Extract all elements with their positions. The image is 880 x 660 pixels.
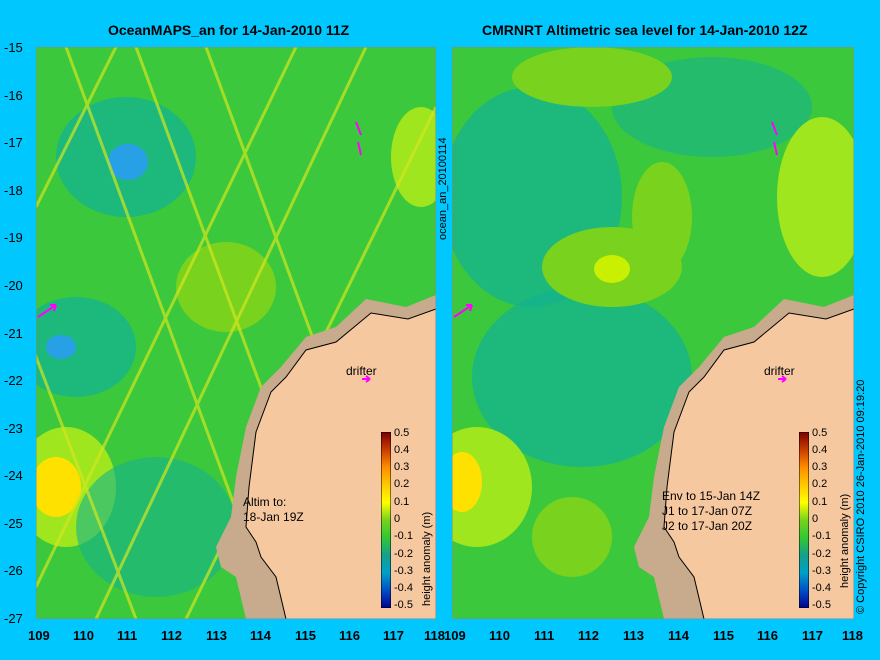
colorbar-tick: -0.4 bbox=[394, 582, 413, 594]
drifter-arrows bbox=[453, 121, 787, 383]
x-tick: 111 bbox=[117, 628, 138, 643]
x-tick: 117 bbox=[802, 628, 823, 643]
colorbar-tick: 0.4 bbox=[394, 444, 410, 456]
altim-annotation: Altim to: 18-Jan 19Z bbox=[243, 495, 304, 524]
y-tick: -26 bbox=[4, 563, 23, 578]
x-tick: 109 bbox=[444, 628, 466, 643]
x-tick: 113 bbox=[206, 628, 227, 643]
x-tick: 118 bbox=[842, 628, 863, 643]
x-tick: 116 bbox=[757, 628, 778, 643]
x-tick: 109 bbox=[28, 628, 50, 643]
x-tick: 116 bbox=[339, 628, 360, 643]
y-tick: -17 bbox=[4, 135, 23, 150]
colorbar-tick: -0.3 bbox=[812, 565, 831, 577]
anomaly-blob-warm bbox=[176, 242, 276, 332]
anomaly-blob-warm bbox=[532, 497, 612, 577]
y-tick: -22 bbox=[4, 373, 23, 388]
colorbar-tick: 0.1 bbox=[394, 496, 410, 508]
anomaly-blob-warm bbox=[512, 47, 672, 107]
colorbar-tick: 0.5 bbox=[394, 427, 410, 439]
x-tick: 112 bbox=[578, 628, 599, 643]
anomaly-blob-warm bbox=[777, 117, 854, 277]
anomaly-blob-warm bbox=[594, 255, 630, 283]
colorbar-tick: 0 bbox=[394, 513, 401, 525]
left-map-panel bbox=[36, 47, 436, 619]
colorbar-tick: 0.3 bbox=[394, 461, 410, 473]
anomaly-blob-cool bbox=[46, 335, 76, 359]
x-tick: 112 bbox=[161, 628, 182, 643]
x-tick: 110 bbox=[489, 628, 510, 643]
anomaly-blob-warm bbox=[36, 457, 81, 517]
x-tick: 115 bbox=[295, 628, 316, 643]
y-tick: -16 bbox=[4, 88, 23, 103]
colorbar-tick: -0.3 bbox=[394, 565, 413, 577]
y-tick: -24 bbox=[4, 468, 23, 483]
colorbar-tick: -0.5 bbox=[394, 599, 413, 611]
anomaly-blob-cool bbox=[472, 287, 692, 467]
y-tick: -19 bbox=[4, 230, 23, 245]
y-tick: -21 bbox=[4, 326, 23, 341]
left-colorbar bbox=[381, 432, 391, 608]
right-map-panel bbox=[452, 47, 854, 619]
colorbar-tick: 0.1 bbox=[812, 496, 828, 508]
colorbar-axis-label: height anomaly (m) bbox=[421, 511, 433, 606]
anomaly-blob-cool bbox=[76, 457, 236, 597]
colorbar-tick: 0.4 bbox=[812, 444, 828, 456]
anomaly-blob-cool bbox=[36, 297, 136, 397]
colorbar-tick: -0.1 bbox=[812, 530, 831, 542]
colorbar-axis-label: height anomaly (m) bbox=[839, 493, 851, 588]
drifter-label: drifter bbox=[346, 364, 377, 378]
drifter-arrows bbox=[37, 121, 371, 383]
colorbar-tick: 0 bbox=[812, 513, 819, 525]
y-tick: -18 bbox=[4, 183, 23, 198]
left-panel-title: OceanMAPS_an for 14-Jan-2010 11Z bbox=[108, 22, 350, 38]
copyright-label: © Copyright CSIRO 2010 26-Jan-2010 09:19… bbox=[855, 379, 867, 614]
colorbar-tick: -0.2 bbox=[812, 548, 831, 560]
right-colorbar bbox=[799, 432, 809, 608]
colorbar-tick: 0.5 bbox=[812, 427, 828, 439]
colorbar-tick: 0.2 bbox=[812, 478, 828, 490]
colorbar-tick: -0.1 bbox=[394, 530, 413, 542]
env-annotation: Env to 15-Jan 14Z J1 to 17-Jan 07Z J2 to… bbox=[662, 489, 761, 533]
drifter-label: drifter bbox=[764, 364, 795, 378]
x-tick: 114 bbox=[668, 628, 689, 643]
y-tick: -15 bbox=[4, 40, 23, 55]
analysis-id-label: ocean_an_20100114 bbox=[437, 137, 449, 240]
x-tick: 111 bbox=[534, 628, 555, 643]
y-tick: -23 bbox=[4, 421, 23, 436]
x-tick: 114 bbox=[250, 628, 271, 643]
x-tick: 113 bbox=[623, 628, 644, 643]
colorbar-tick: 0.2 bbox=[394, 478, 410, 490]
x-tick: 117 bbox=[383, 628, 404, 643]
colorbar-tick: -0.5 bbox=[812, 599, 831, 611]
colorbar-tick: -0.4 bbox=[812, 582, 831, 594]
y-tick: -20 bbox=[4, 278, 23, 293]
right-panel-title: CMRNRT Altimetric sea level for 14-Jan-2… bbox=[482, 22, 808, 38]
y-tick: -25 bbox=[4, 516, 23, 531]
colorbar-tick: 0.3 bbox=[812, 461, 828, 473]
x-tick: 115 bbox=[713, 628, 734, 643]
anomaly-blob-warm bbox=[452, 452, 482, 512]
anomaly-blob-cool bbox=[108, 144, 148, 180]
colorbar-tick: -0.2 bbox=[394, 548, 413, 560]
x-tick: 110 bbox=[73, 628, 94, 643]
x-tick: 118 bbox=[424, 628, 445, 643]
y-tick: -27 bbox=[4, 611, 23, 626]
anomaly-blob-warm bbox=[632, 162, 692, 272]
